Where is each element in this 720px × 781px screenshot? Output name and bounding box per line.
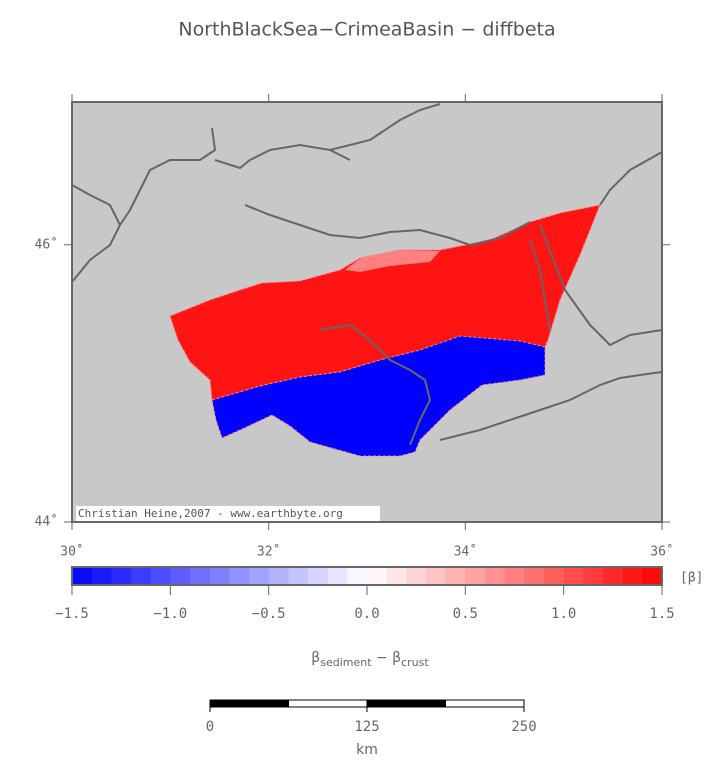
colorbar-cell <box>622 567 643 585</box>
negative-region <box>211 335 546 457</box>
colorbar-cell <box>426 567 447 585</box>
colorbar-cell <box>327 567 348 585</box>
colorbar-cell <box>386 567 407 585</box>
x-tick-label: 34˚ <box>454 544 477 560</box>
label-sub: sediment <box>320 656 372 669</box>
colorbar-cell <box>563 567 584 585</box>
colorbar-cell <box>367 567 388 585</box>
colorbar-cell <box>603 567 624 585</box>
colorbar-tick-label: 0.0 <box>354 606 379 622</box>
colorbar-tick-label: 1.0 <box>551 606 576 622</box>
colorbar-cell <box>524 567 545 585</box>
colorbar-cell <box>209 567 230 585</box>
colorbar-cell <box>72 567 93 585</box>
label-symbol: β <box>311 650 320 666</box>
scale-tick-label: 125 <box>354 719 379 735</box>
colorbar-cell <box>150 567 171 585</box>
colorbar-cell <box>268 567 289 585</box>
colorbar-cell <box>190 567 211 585</box>
colorbar-cell <box>544 567 565 585</box>
scale-segment <box>288 699 368 708</box>
y-tick-label: 46˚ <box>35 236 58 252</box>
colorbar-cell <box>229 567 250 585</box>
colorbar-cell <box>504 567 525 585</box>
credit: Christian Heine,2007 - www.earthbyte.org <box>78 507 343 520</box>
x-tick-label: 32˚ <box>257 544 280 560</box>
colorbar-label: βsediment − βcrust <box>311 650 429 669</box>
colorbar-cell <box>131 567 152 585</box>
colorbar-cell <box>249 567 270 585</box>
scale-tick-label: 250 <box>511 719 536 735</box>
scale-unit: km <box>356 742 378 758</box>
colorbar-unit: [β] <box>680 571 703 586</box>
x-tick-label: 36˚ <box>650 544 673 560</box>
scale-segment <box>445 699 525 708</box>
colorbar-cell <box>91 567 112 585</box>
colorbar-tick-label: 1.5 <box>649 606 674 622</box>
colorbar-cell <box>288 567 309 585</box>
colorbar-cell <box>111 567 132 585</box>
colorbar-cell <box>485 567 506 585</box>
colorbar-cell <box>583 567 604 585</box>
colorbar: −1.5 −1.0 −0.5 0.0 0.5 1.0 1.5 <box>55 566 675 622</box>
colorbar-cell <box>406 567 427 585</box>
scale-bar: 0 125 250 <box>206 699 537 735</box>
colorbar-tick-label: 0.5 <box>453 606 478 622</box>
colorbar-cell <box>308 567 329 585</box>
coastlines <box>71 103 663 446</box>
light-patch <box>345 250 440 272</box>
label-sep: − <box>372 650 393 666</box>
scale-segment <box>209 699 289 708</box>
colorbar-cell <box>347 567 368 585</box>
scale-segment <box>366 699 446 708</box>
y-tick-label: 44˚ <box>35 514 58 530</box>
scale-tick-label: 0 <box>206 719 214 735</box>
map: Christian Heine,2007 - www.earthbyte.org <box>71 101 663 523</box>
colorbar-tick-label: −0.5 <box>252 606 286 622</box>
title: NorthBlackSea−CrimeaBasin − diffbeta <box>178 19 555 41</box>
colorbar-cell <box>465 567 486 585</box>
colorbar-tick-label: −1.5 <box>55 606 89 622</box>
colorbar-cell <box>170 567 191 585</box>
credit-box <box>76 506 380 521</box>
label-sub: crust <box>401 656 429 669</box>
colorbar-cell <box>445 567 466 585</box>
x-tick-label: 30˚ <box>60 544 83 560</box>
colorbar-tick-label: −1.0 <box>153 606 187 622</box>
map-frame <box>71 101 663 523</box>
colorbar-cell <box>642 567 663 585</box>
label-symbol: β <box>392 650 401 666</box>
